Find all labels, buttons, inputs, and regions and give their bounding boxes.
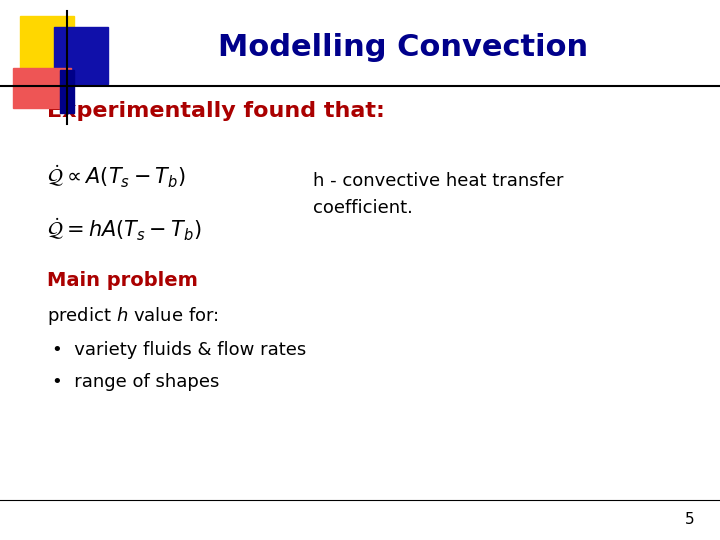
- Bar: [54, 27, 108, 84]
- Bar: [20, 16, 74, 73]
- Text: Modelling Convection: Modelling Convection: [218, 33, 588, 62]
- Text: •  range of shapes: • range of shapes: [52, 373, 219, 392]
- Text: h - convective heat transfer: h - convective heat transfer: [313, 172, 564, 190]
- Text: $\mathcal{\dot{Q}} = hA\left(T_s - T_b\right)$: $\mathcal{\dot{Q}} = hA\left(T_s - T_b\r…: [47, 217, 201, 242]
- Text: $\mathcal{\dot{Q}} \propto A\left(T_s - T_b\right)$: $\mathcal{\dot{Q}} \propto A\left(T_s - …: [47, 164, 185, 190]
- Text: •  variety fluids & flow rates: • variety fluids & flow rates: [52, 341, 306, 359]
- Bar: [13, 68, 71, 108]
- Text: predict $h$ value for:: predict $h$ value for:: [47, 305, 219, 327]
- Text: Experimentally found that:: Experimentally found that:: [47, 100, 384, 121]
- Text: coefficient.: coefficient.: [313, 199, 413, 217]
- Text: 5: 5: [685, 512, 695, 527]
- Bar: [60, 70, 74, 113]
- Text: Main problem: Main problem: [47, 271, 198, 291]
